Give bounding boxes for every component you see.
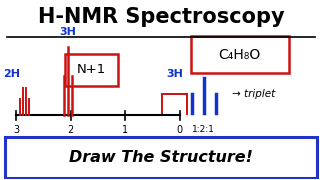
Text: 1: 1: [122, 125, 128, 135]
Text: H-NMR Spectroscopy: H-NMR Spectroscopy: [38, 7, 284, 27]
Text: 1:2:1: 1:2:1: [192, 125, 215, 134]
FancyBboxPatch shape: [191, 36, 289, 73]
Text: C₄H₈O: C₄H₈O: [219, 48, 261, 62]
Text: → triplet: → triplet: [232, 89, 275, 98]
Text: 3: 3: [13, 125, 19, 135]
Text: 2: 2: [68, 125, 74, 135]
Text: 0: 0: [177, 125, 183, 135]
Text: Draw The Structure!: Draw The Structure!: [69, 150, 253, 165]
FancyBboxPatch shape: [5, 137, 317, 178]
FancyBboxPatch shape: [65, 54, 118, 86]
Text: N+1: N+1: [77, 63, 106, 76]
Text: 3H: 3H: [166, 69, 183, 79]
Text: 3H: 3H: [60, 27, 76, 37]
Text: 2H: 2H: [3, 69, 20, 79]
